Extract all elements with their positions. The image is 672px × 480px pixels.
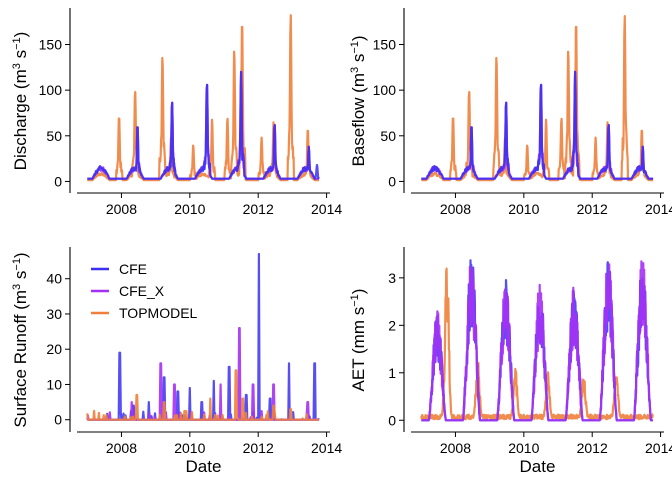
legend-label-cfe_x: CFE_X: [119, 283, 165, 299]
x-tick-label: 2012: [243, 440, 274, 456]
y-axis-label-part: Surface Runoff (m: [11, 290, 30, 428]
y-axis-label-superscript: −1: [11, 37, 23, 50]
y-axis-label-part: s: [11, 271, 30, 284]
y-axis-label-part: ): [11, 252, 30, 258]
y-tick-label: 0: [388, 173, 396, 189]
y-tick-label: 150: [39, 37, 63, 53]
y-axis-label-part: AET (mm s: [349, 307, 368, 392]
y-tick-label: 0: [388, 412, 396, 428]
x-tick-label: 2014: [645, 201, 672, 217]
y-tick-label: 0: [54, 412, 62, 428]
x-tick-label: 2012: [577, 201, 608, 217]
panel-discharge: 2008 2010 2012 2014 0 50 100 150 Discharge (m3 s…: [11, 8, 342, 217]
x-tick-label: 2014: [311, 201, 342, 217]
y-axis-label: AET (mm s−1): [349, 289, 368, 392]
y-axis-label-superscript: 3: [11, 63, 23, 69]
series-line-cfe_x: [420, 260, 654, 422]
x-tick-label: 2010: [508, 440, 539, 456]
series-line-topmodel: [420, 15, 654, 182]
y-tick-label: 150: [373, 37, 397, 53]
y-axis-label: Surface Runoff (m3 s−1): [11, 252, 30, 427]
y-axis-label-part: Discharge (m: [11, 69, 30, 170]
legend: CFE CFE_X TOPMODEL: [91, 261, 198, 321]
y-axis-label: Baseflow (m3 s−1): [349, 35, 368, 166]
y-tick-label: 1: [388, 365, 396, 381]
x-tick-label: 2008: [440, 201, 471, 217]
legend-label-topmodel: TOPMODEL: [119, 305, 198, 321]
y-axis-label-superscript: −1: [349, 294, 361, 307]
x-axis-label: Date: [186, 457, 222, 476]
x-tick-label: 2012: [243, 201, 274, 217]
y-tick-label: 20: [46, 341, 62, 357]
x-tick-label: 2014: [311, 440, 342, 456]
series-line-cfe: [86, 70, 320, 180]
series-line-cfe: [86, 252, 320, 421]
y-tick-label: 3: [388, 270, 396, 286]
y-axis-label-part: s: [349, 54, 368, 67]
y-tick-label: 30: [46, 306, 62, 322]
series-line-cfe_x: [86, 70, 320, 180]
series-line-cfe: [420, 70, 654, 180]
x-axis-label: Date: [520, 457, 556, 476]
x-tick-label: 2014: [645, 440, 672, 456]
y-tick-label: 100: [39, 82, 63, 98]
x-tick-label: 2012: [577, 440, 608, 456]
y-axis-label-part: Baseflow (m: [349, 73, 368, 167]
x-tick-label: 2010: [508, 201, 539, 217]
panel-aet: 2008 2010 2012 2014 0 1 2 3 AET (mm s−1) Date: [349, 247, 672, 476]
y-axis-label-part: s: [11, 50, 30, 63]
y-axis-label-part: ): [11, 32, 30, 38]
x-tick-label: 2008: [106, 440, 137, 456]
y-tick-label: 10: [46, 376, 62, 392]
y-axis-label-part: ): [349, 289, 368, 295]
panel-surface_runoff: 2008 2010 2012 2014 0 10 20 30 40 Surface Runoff …: [11, 247, 342, 476]
y-axis-label-part: ): [349, 35, 368, 41]
x-tick-label: 2010: [174, 440, 205, 456]
y-tick-label: 0: [54, 173, 62, 189]
y-axis-label-superscript: 3: [349, 67, 361, 73]
y-tick-label: 50: [380, 128, 396, 144]
x-tick-label: 2008: [106, 201, 137, 217]
y-axis-label-superscript: −1: [349, 41, 361, 54]
y-tick-label: 2: [388, 317, 396, 333]
legend-label-cfe: CFE: [119, 261, 147, 277]
series-line-topmodel: [86, 369, 320, 421]
series-line-topmodel: [86, 14, 320, 182]
x-tick-label: 2010: [174, 201, 205, 217]
y-axis-label-superscript: −1: [11, 258, 23, 271]
panel-baseflow: 2008 2010 2012 2014 0 50 100 150 Baseflow (m3 s−…: [349, 8, 672, 217]
y-tick-label: 100: [373, 82, 397, 98]
x-tick-label: 2008: [440, 440, 471, 456]
y-tick-label: 40: [46, 271, 62, 287]
y-axis-label: Discharge (m3 s−1): [11, 32, 30, 171]
y-tick-label: 50: [46, 128, 62, 144]
y-axis-label-superscript: 3: [11, 284, 23, 290]
